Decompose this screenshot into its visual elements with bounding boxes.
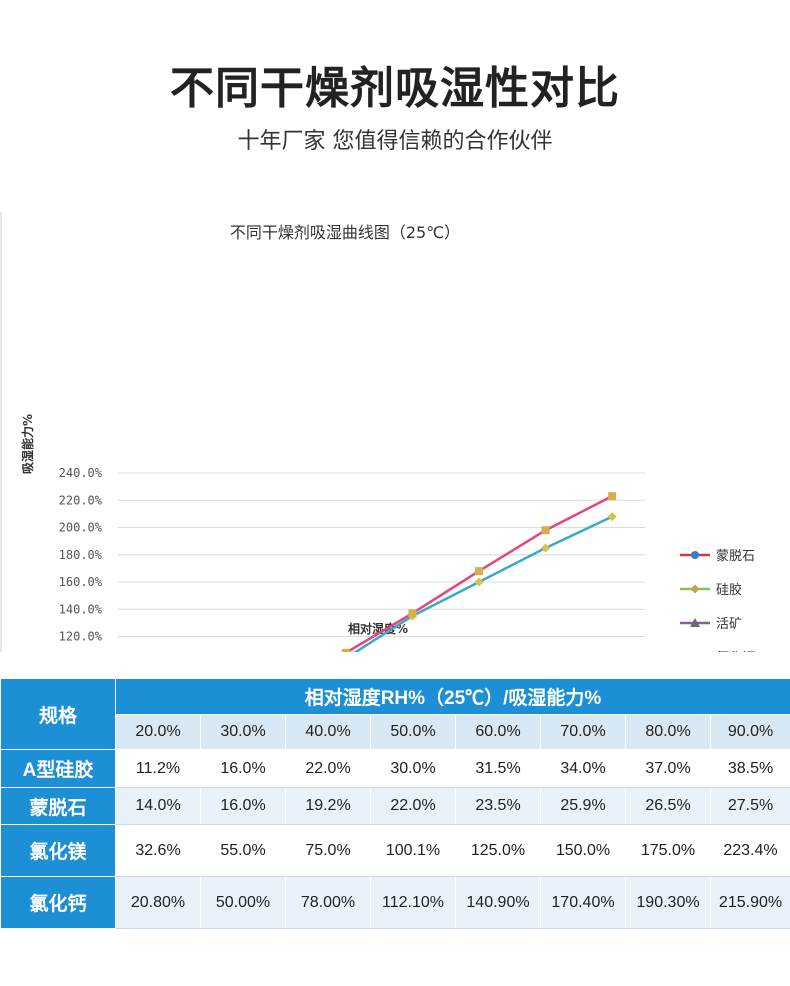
data-point (541, 543, 551, 553)
page-subtitle: 十年厂家 您值得信赖的合作伙伴 (237, 129, 553, 154)
grid (118, 472, 645, 637)
table-cell: 31.5% (455, 749, 541, 788)
table-cell: 223.4% (709, 824, 790, 877)
series-line-4 (344, 495, 613, 652)
table-cell: 55.0% (200, 824, 286, 877)
y-tick-label: 200.0% (59, 521, 103, 535)
legend-marker (690, 584, 700, 594)
table-cell: 125.0% (455, 824, 541, 877)
y-tick-label: 220.0% (59, 493, 103, 507)
column-header: 80.0% (625, 714, 711, 750)
table-cell: 19.2% (285, 787, 371, 825)
data-point (341, 648, 350, 652)
table-cell: 190.30% (625, 876, 711, 929)
table-cell: 14.0% (115, 787, 201, 825)
column-header: 70.0% (540, 714, 626, 750)
table-cell: 32.6% (115, 824, 201, 877)
legend-marker (691, 551, 699, 559)
column-header: 60.0% (455, 714, 541, 750)
spec-table: 规格 相对湿度RH%（25℃）/吸湿能力% 20.0% 30.0% 40.0% 50.… (0, 678, 790, 929)
table-row: A型硅胶 11.2% 16.0% 22.0% 30.0% 31.5% 34.0% 37.0% 3… (0, 749, 790, 788)
table-cell: 20.80% (115, 876, 201, 929)
y-tick-label: 140.0% (59, 602, 103, 616)
column-header: 50.0% (370, 714, 456, 750)
column-header: 20.0% (115, 714, 201, 750)
table-cell: 140.90% (455, 876, 541, 929)
table-cell: 215.90% (709, 876, 790, 929)
line-chart: 不同干燥剂吸湿曲线图（25℃） 0.0%20.0%40.0%60.0%80.0%… (20, 223, 755, 652)
column-header: 30.0% (200, 714, 286, 750)
data-point (475, 567, 483, 576)
y-tick-label: 240.0% (59, 466, 103, 480)
legend-label: 蒙脱石 (716, 549, 755, 564)
table-cell: 26.5% (625, 787, 711, 825)
table-cell: 50.00% (200, 876, 286, 929)
data-point (607, 512, 617, 522)
table-cell: 16.0% (200, 787, 286, 825)
row-name: 蒙脱石 (0, 787, 116, 825)
table-cell: 11.2% (115, 749, 201, 788)
table-row: 氯化钙 20.80% 50.00% 78.00% 112.10% 140.90% 170.4… (0, 876, 790, 929)
table-row: 氯化镁 32.6% 55.0% 75.0% 100.1% 125.0% 150.0% 175.… (0, 824, 790, 877)
table-row: 蒙脱石 14.0% 16.0% 19.2% 22.0% 23.5% 25.9% 26.5% 27… (0, 787, 790, 825)
table-cell: 23.5% (455, 787, 541, 825)
table-cell: 38.5% (709, 749, 790, 788)
legend-label: 活矿 (716, 617, 742, 632)
y-tick-label: 120.0% (59, 630, 103, 644)
y-tick-label: 160.0% (59, 575, 103, 589)
table-cell: 112.10% (370, 876, 456, 929)
legend-label: 硅胶 (716, 582, 742, 598)
table-cell: 34.0% (540, 749, 626, 788)
table-cell: 27.5% (709, 787, 790, 825)
legend-marker (690, 618, 700, 627)
row-name: A型硅胶 (0, 749, 116, 788)
series (341, 492, 617, 652)
data-point (541, 526, 550, 535)
legend: 蒙脱石硅胶活矿氯化钙氯化镁 (680, 549, 755, 652)
column-header: 40.0% (285, 714, 371, 750)
table-cell: 22.0% (370, 787, 456, 825)
table-cell: 100.1% (370, 824, 456, 877)
series-line-3 (353, 515, 613, 652)
table-cell: 30.0% (370, 749, 456, 788)
table-cell: 25.9% (540, 787, 626, 825)
table-body: A型硅胶 11.2% 16.0% 22.0% 30.0% 31.5% 34.0% 37.0% 3… (0, 749, 790, 929)
data-point (474, 577, 484, 587)
table-cell: 22.0% (285, 749, 371, 788)
column-header-row: 20.0% 30.0% 40.0% 50.0% 60.0% 70.0% 80.0% 90.0% (1, 714, 790, 750)
column-header: 90.0% (709, 714, 790, 750)
chart-title: 不同干燥剂吸湿曲线图（25℃） (230, 223, 460, 242)
chart-left-border (0, 212, 2, 652)
chart-area: 不同干燥剂吸湿曲线图（25℃） 0.0%20.0%40.0%60.0%80.0%… (0, 212, 790, 652)
legend-label: 氯化钙 (716, 651, 755, 652)
data-point (608, 492, 617, 501)
y-tick-label: 180.0% (59, 548, 103, 562)
table-cell: 37.0% (625, 749, 711, 788)
y-axis-ticks: 0.0%20.0%40.0%60.0%80.0%100.0%120.0%140.… (59, 466, 103, 644)
row-name: 氯化钙 (0, 876, 116, 929)
group-header: 相对湿度RH%（25℃）/吸湿能力% (114, 678, 790, 715)
table-cell: 170.40% (540, 876, 626, 929)
row-name: 氯化镁 (0, 824, 116, 877)
table-cell: 16.0% (200, 749, 286, 788)
y-axis-label: 吸湿能力% (20, 414, 35, 474)
page-title: 不同干燥剂吸湿性对比 (170, 63, 620, 114)
table-cell: 78.00% (285, 876, 371, 929)
table-cell: 175.0% (625, 824, 711, 877)
table-cell: 75.0% (285, 824, 371, 877)
table-cell: 150.0% (540, 824, 626, 877)
data-point (408, 609, 417, 618)
spec-label: 规格 (0, 678, 116, 750)
